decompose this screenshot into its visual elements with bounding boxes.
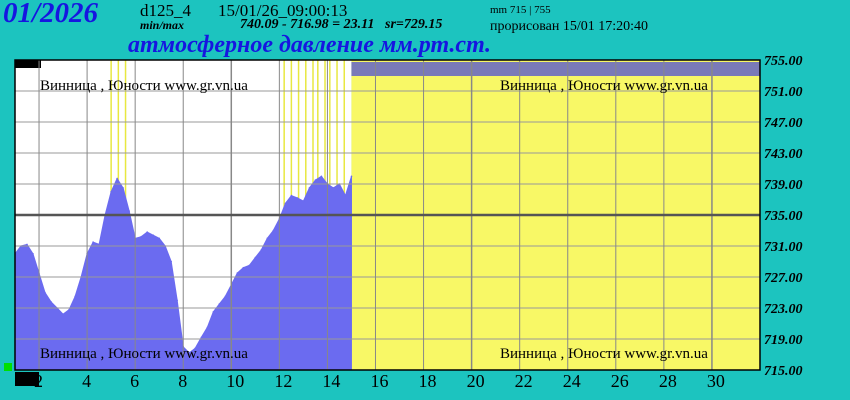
watermark-0: Винница , Юности www.gr.vn.ua	[40, 78, 248, 94]
data-point-46	[290, 194, 293, 197]
data-point-31	[200, 336, 203, 339]
data-point-24	[158, 237, 160, 240]
drawn-timestamp: прорисован 15/01 17:20:40	[490, 19, 648, 34]
data-point-39	[248, 264, 251, 267]
y-tick-0: 755.00	[764, 54, 803, 69]
y-tick-5: 735.00	[764, 209, 803, 224]
data-point-19	[128, 210, 130, 212]
data-point-10	[74, 295, 76, 298]
data-point-30	[194, 347, 196, 350]
data-point-49	[308, 187, 311, 189]
data-point-42	[266, 237, 269, 240]
data-point-3	[32, 253, 34, 255]
data-point-47	[296, 197, 299, 199]
x-tick-2: 6	[130, 371, 139, 391]
top-status-bar	[351, 62, 760, 76]
data-point-38	[242, 266, 245, 269]
x-tick-5: 12	[274, 371, 292, 391]
data-point-16	[110, 191, 112, 193]
legend-green-square	[4, 363, 12, 371]
mm-range: mm 715 | 755	[490, 4, 551, 16]
data-point-27	[176, 299, 178, 302]
data-point-6	[50, 301, 52, 303]
data-point-45	[284, 202, 287, 205]
y-tick-1: 751.00	[764, 85, 803, 100]
watermark-1: Винница , Юности www.gr.vn.ua	[500, 78, 708, 94]
y-tick-7: 727.00	[764, 271, 803, 286]
data-point-29	[188, 352, 190, 354]
data-point-43	[272, 229, 275, 232]
sr-value: sr=729.15	[385, 17, 443, 32]
x-tick-1: 4	[82, 371, 91, 391]
data-point-35	[224, 295, 227, 298]
data-point-33	[212, 311, 215, 313]
data-point-23	[152, 234, 154, 236]
minmax-value: 740.09 - 716.98 = 23.11	[240, 17, 375, 32]
x-tick-10: 22	[515, 371, 533, 391]
x-tick-3: 8	[178, 371, 187, 391]
y-tick-3: 743.00	[764, 147, 803, 162]
data-point-40	[254, 256, 257, 259]
y-tick-8: 723.00	[764, 302, 803, 317]
x-tick-6: 14	[322, 371, 340, 391]
data-point-9	[68, 308, 70, 311]
data-point-51	[320, 175, 323, 178]
data-point-21	[140, 235, 142, 238]
data-point-14	[98, 243, 100, 246]
x-tick-4: 10	[226, 371, 244, 391]
data-point-5	[44, 291, 46, 294]
data-point-18	[122, 187, 124, 189]
timestamp: 15/01/26_09:00:13	[218, 1, 348, 20]
chart-title: атмосферное давление мм.рт.ст.	[128, 32, 492, 58]
watermark-2: Винница , Юности www.gr.vn.ua	[40, 346, 248, 362]
plot-frame	[14, 59, 761, 371]
data-point-34	[218, 303, 221, 305]
data-point-22	[146, 231, 148, 233]
day-one-marker	[15, 372, 39, 386]
watermark-3: Винница , Юности www.gr.vn.ua	[500, 346, 708, 362]
minmax-label: min/max	[140, 18, 185, 32]
data-point-56	[350, 175, 353, 178]
data-point-53	[332, 187, 335, 189]
x-tick-14: 30	[707, 371, 725, 391]
y-tick-4: 739.00	[764, 178, 803, 193]
y-tick-9: 719.00	[764, 333, 803, 348]
pressure-area	[14, 175, 352, 371]
data-point-13	[92, 241, 94, 243]
data-point-48	[302, 200, 305, 202]
data-point-17	[116, 177, 118, 180]
data-point-55	[344, 194, 347, 197]
x-tick-11: 24	[563, 371, 581, 391]
y-tick-10: 715.00	[764, 364, 803, 379]
y-tick-2: 747.00	[764, 116, 803, 131]
sensor-id: d125_4	[140, 1, 191, 20]
data-point-50	[314, 179, 317, 181]
data-point-41	[260, 249, 263, 251]
x-tick-9: 20	[467, 371, 485, 391]
data-point-26	[170, 260, 172, 263]
month-label: 01/2026	[3, 0, 99, 29]
y-tick-6: 731.00	[764, 240, 803, 255]
top-left-marker	[15, 60, 41, 68]
x-tick-12: 26	[611, 371, 629, 391]
data-point-37	[236, 272, 239, 274]
data-point-32	[206, 326, 209, 329]
data-point-8	[62, 313, 64, 316]
data-point-2	[26, 243, 28, 246]
x-tick-13: 28	[659, 371, 677, 391]
x-tick-8: 18	[419, 371, 437, 391]
x-tick-7: 16	[370, 371, 388, 391]
